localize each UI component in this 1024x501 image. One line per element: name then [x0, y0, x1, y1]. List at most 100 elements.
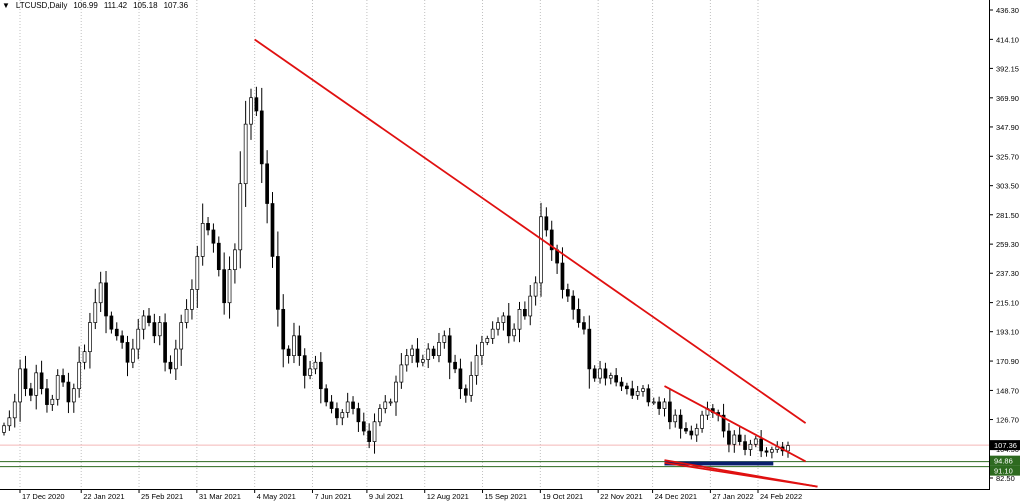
candle-body [517, 308, 522, 330]
y-tick-label: 347.90 [996, 123, 1019, 132]
candle-body [458, 368, 463, 390]
candle-body [2, 425, 6, 433]
price-tag [990, 440, 1020, 451]
candle-body [141, 315, 146, 330]
candle-body [576, 308, 581, 323]
candle-body [184, 308, 189, 323]
candle-body [318, 361, 323, 390]
candle-body [721, 414, 726, 432]
x-tick-label: 17 Dec 2020 [22, 492, 65, 501]
candle-body [206, 223, 210, 231]
candle-body [211, 229, 216, 244]
y-tick-label: 82.50 [996, 474, 1015, 483]
candle-body [356, 408, 361, 423]
candle-body [442, 335, 447, 343]
x-tick-label: 31 Mar 2021 [199, 492, 241, 501]
candle-body [157, 322, 162, 337]
price-tag [990, 465, 1020, 476]
candle-body [603, 368, 608, 379]
candle-body [136, 328, 141, 350]
candle-body [329, 401, 334, 409]
candle-body [485, 338, 490, 343]
x-tick-label: 24 Dec 2021 [655, 492, 698, 501]
candle-body [388, 401, 393, 404]
candle-body [399, 364, 404, 383]
y-tick-label: 303.50 [996, 182, 1019, 191]
candle-body [463, 388, 468, 396]
candle-body [565, 289, 570, 297]
close-value: 107.36 [163, 1, 189, 10]
candle-body [506, 315, 511, 337]
candle-body [286, 348, 291, 356]
candle-body [254, 97, 259, 112]
candle-body [50, 398, 55, 405]
x-tick-label: 22 Jan 2021 [83, 492, 124, 501]
trendline[interactable] [664, 385, 807, 463]
candle-body [335, 408, 339, 419]
price-axis: 436.30 414.10 392.15 369.90 347.90 325.70 303.… [989, 6, 1019, 483]
candle-body [249, 97, 253, 125]
candle-body [39, 372, 44, 390]
candle-body [238, 183, 243, 251]
candle-body [147, 315, 151, 323]
candle-body [646, 388, 651, 403]
candle-body [523, 308, 527, 317]
candle-body [55, 375, 60, 400]
candle-body [614, 375, 619, 383]
candle-body [480, 342, 484, 356]
candle-body [571, 295, 576, 310]
x-tick-label: 24 Feb 2022 [760, 492, 802, 501]
candle-body [469, 375, 474, 396]
candle-body [71, 388, 76, 403]
dropdown-triangle-icon[interactable]: ▼ [2, 1, 10, 10]
candle-body [173, 348, 178, 370]
candle-body [404, 355, 409, 366]
demand-zone[interactable] [664, 461, 774, 466]
candle-body [410, 348, 414, 356]
trendlines [254, 38, 818, 488]
high-value: 111.42 [103, 1, 128, 10]
candle-body [651, 401, 656, 404]
trendline[interactable] [254, 38, 807, 424]
candle-body [770, 449, 774, 453]
candle-body [200, 223, 205, 257]
x-tick-label: 22 Nov 2021 [600, 492, 643, 501]
time-axis: 17 Dec 2020 22 Jan 2021 25 Feb 2021 31 Mar … [19, 489, 802, 501]
candle-body [12, 401, 17, 419]
y-tick-label: 259.30 [996, 240, 1019, 249]
candle-body [764, 450, 769, 453]
candle-body [512, 328, 516, 337]
candle-body [281, 308, 286, 350]
candle-body [45, 388, 49, 405]
candle-body [501, 315, 506, 323]
candle-body [233, 249, 237, 271]
candle-body [243, 123, 248, 185]
candle-body [361, 421, 366, 432]
candle-body [437, 342, 441, 356]
candle-body [276, 256, 280, 310]
candle-body [351, 401, 355, 409]
candle-body [222, 269, 227, 304]
candle-body [195, 256, 200, 290]
candle-body [383, 401, 388, 409]
candle-body [592, 368, 597, 379]
candle-body [598, 368, 602, 379]
candle-body [732, 434, 737, 445]
candle-body [82, 351, 87, 363]
trendline[interactable] [664, 461, 818, 488]
candle-body [227, 269, 232, 304]
candle-body [668, 401, 672, 423]
candle-body [582, 322, 586, 330]
candle-body [528, 295, 533, 317]
price-tag-label: 91.10 [994, 467, 1013, 476]
candle-body [109, 315, 114, 330]
candle-body [265, 163, 269, 204]
candle-body [753, 438, 758, 445]
horizontal-levels [0, 444, 990, 468]
candle-body [61, 375, 65, 383]
candle-body [66, 381, 71, 403]
candle-body [23, 368, 28, 390]
candle-body [608, 375, 613, 379]
candle-body [394, 381, 398, 403]
